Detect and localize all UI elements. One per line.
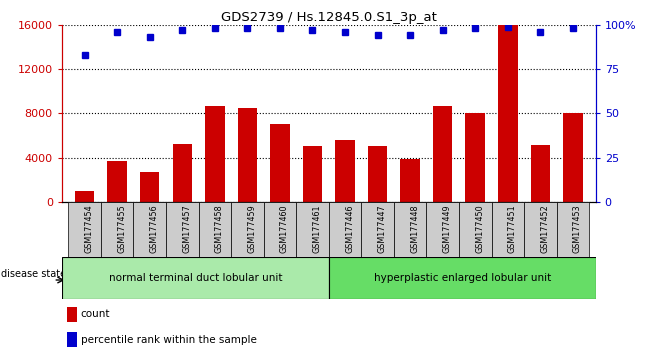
Text: GSM177461: GSM177461 bbox=[312, 205, 322, 253]
Bar bbox=[303, 147, 322, 202]
Text: GSM177457: GSM177457 bbox=[182, 205, 191, 253]
Text: disease state: disease state bbox=[1, 269, 66, 279]
Text: GSM177460: GSM177460 bbox=[280, 205, 289, 253]
Bar bbox=[199, 202, 231, 257]
Text: GSM177458: GSM177458 bbox=[215, 205, 224, 253]
Bar bbox=[231, 202, 264, 257]
Bar bbox=[368, 147, 387, 202]
Bar bbox=[459, 202, 492, 257]
Bar bbox=[465, 113, 485, 202]
Text: GSM177452: GSM177452 bbox=[540, 205, 549, 253]
Bar bbox=[133, 202, 166, 257]
Bar bbox=[492, 202, 524, 257]
Bar bbox=[524, 202, 557, 257]
Bar bbox=[62, 257, 329, 299]
Bar bbox=[394, 202, 426, 257]
Bar bbox=[329, 202, 361, 257]
Bar bbox=[563, 113, 583, 202]
Title: GDS2739 / Hs.12845.0.S1_3p_at: GDS2739 / Hs.12845.0.S1_3p_at bbox=[221, 11, 437, 24]
Bar bbox=[67, 332, 77, 347]
Text: GSM177451: GSM177451 bbox=[508, 205, 517, 253]
Bar bbox=[140, 172, 159, 202]
Bar bbox=[531, 145, 550, 202]
Text: GSM177454: GSM177454 bbox=[85, 205, 94, 253]
Bar bbox=[205, 105, 225, 202]
Bar bbox=[335, 140, 355, 202]
Bar bbox=[433, 105, 452, 202]
Text: GSM177446: GSM177446 bbox=[345, 205, 354, 253]
Bar bbox=[67, 307, 77, 322]
Text: GSM177459: GSM177459 bbox=[247, 205, 256, 253]
Bar bbox=[329, 257, 596, 299]
Bar bbox=[68, 202, 101, 257]
Bar bbox=[426, 202, 459, 257]
Text: hyperplastic enlarged lobular unit: hyperplastic enlarged lobular unit bbox=[374, 273, 551, 283]
Text: normal terminal duct lobular unit: normal terminal duct lobular unit bbox=[109, 273, 282, 283]
Bar bbox=[296, 202, 329, 257]
Text: GSM177447: GSM177447 bbox=[378, 205, 387, 253]
Text: GSM177456: GSM177456 bbox=[150, 205, 159, 253]
Bar bbox=[173, 144, 192, 202]
Bar bbox=[400, 159, 420, 202]
Bar bbox=[498, 25, 518, 202]
Bar bbox=[166, 202, 199, 257]
Bar bbox=[107, 161, 127, 202]
Text: GSM177450: GSM177450 bbox=[475, 205, 484, 253]
Bar bbox=[75, 191, 94, 202]
Bar bbox=[361, 202, 394, 257]
Text: GSM177448: GSM177448 bbox=[410, 205, 419, 253]
Bar bbox=[270, 124, 290, 202]
Text: GSM177455: GSM177455 bbox=[117, 205, 126, 253]
Bar bbox=[264, 202, 296, 257]
Bar bbox=[101, 202, 133, 257]
Bar bbox=[557, 202, 589, 257]
Text: percentile rank within the sample: percentile rank within the sample bbox=[81, 335, 256, 345]
Text: GSM177453: GSM177453 bbox=[573, 205, 582, 253]
Text: GSM177449: GSM177449 bbox=[443, 205, 452, 253]
Text: count: count bbox=[81, 309, 110, 320]
Bar bbox=[238, 108, 257, 202]
